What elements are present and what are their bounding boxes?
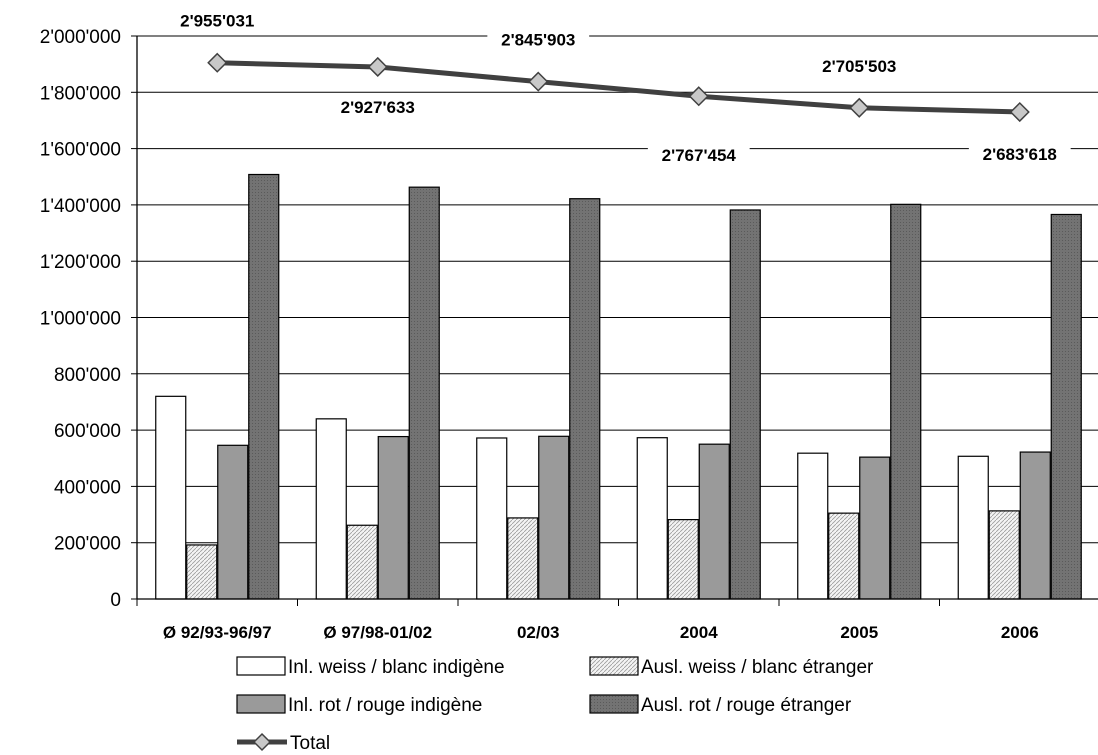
x-tick-label-5: 2006 <box>1001 623 1039 642</box>
data-label-0: 2'955'031 <box>180 12 254 31</box>
bar-s0-c4 <box>797 452 829 600</box>
data-label-bg-0 <box>166 10 269 33</box>
bar-s3-c5 <box>1050 213 1082 600</box>
bar-s3-c2 <box>569 198 601 600</box>
bar-s3-c1 <box>408 186 440 600</box>
axes <box>131 35 1098 606</box>
bar-s0-c1 <box>315 418 347 600</box>
bar-s0-c2 <box>476 437 508 600</box>
y-tick-label-7: 1'400'000 <box>40 196 121 217</box>
bar-s3-c4 <box>890 203 922 600</box>
total-line <box>207 52 1030 123</box>
bar-s2-c0 <box>217 444 249 600</box>
y-tick-label-3: 600'000 <box>54 421 121 442</box>
y-tick-label-9: 1'800'000 <box>40 83 121 104</box>
data-label-bg-5 <box>968 144 1071 167</box>
grid-lines <box>137 35 1098 544</box>
total-marker-0 <box>207 52 228 73</box>
x-tick-label-3: 2004 <box>680 623 718 642</box>
bar-s2-c3 <box>698 443 730 600</box>
bar-s1-c3 <box>667 519 699 600</box>
legend-swatch-3 <box>589 694 639 714</box>
x-tick-label-1: Ø 97/98-01/02 <box>323 623 432 642</box>
y-tick-label-8: 1'600'000 <box>40 140 121 161</box>
x-tick-label-2: 02/03 <box>517 623 560 642</box>
y-tick-label-2: 400'000 <box>54 477 121 498</box>
data-label-1: 2'927'633 <box>341 98 415 117</box>
bar-s0-c5 <box>957 455 989 600</box>
x-tick-labels: Ø 92/93-96/97 Ø 97/98-01/02 02/03 2004 2005 2… <box>163 623 1039 642</box>
bars <box>155 173 1082 600</box>
x-tick-label-0: Ø 92/93-96/97 <box>163 623 272 642</box>
data-label-bg-1 <box>326 96 429 119</box>
data-label-3: 2'767'454 <box>662 146 737 165</box>
legend-marker-total <box>252 732 272 752</box>
data-labels: 2'955'031 2'927'633 2'845'903 2'767'454 2'70… <box>166 10 1071 168</box>
data-label-5: 2'683'618 <box>983 145 1057 164</box>
total-marker-2 <box>528 71 549 92</box>
bar-s2-c4 <box>859 456 891 600</box>
legend-label-2: Inl. rot / rouge indigène <box>288 695 482 716</box>
y-tick-labels: 0 200'000 400'000 600'000 800'000 1'000'000 1'… <box>40 27 121 611</box>
bar-s2-c5 <box>1019 451 1051 600</box>
bar-s1-c0 <box>186 544 218 600</box>
bar-s1-c1 <box>346 524 378 600</box>
bar-s3-c3 <box>729 209 761 600</box>
legend-label-total: Total <box>290 733 330 754</box>
legend-label-1: Ausl. weiss / blanc étranger <box>641 657 874 678</box>
data-label-bg-2 <box>487 29 590 52</box>
legend-label-0: Inl. weiss / blanc indigène <box>288 657 505 678</box>
y-tick-label-6: 1'200'000 <box>40 252 121 273</box>
data-label-4: 2'705'503 <box>822 57 896 76</box>
total-marker-4 <box>849 97 870 118</box>
bar-s1-c5 <box>988 510 1020 600</box>
total-line-path <box>217 60 1020 115</box>
legend-label-3: Ausl. rot / rouge étranger <box>641 695 852 716</box>
bar-s2-c2 <box>538 435 570 600</box>
y-tick-label-4: 800'000 <box>54 365 121 386</box>
y-tick-label-10: 2'000'000 <box>40 27 121 48</box>
total-marker-5 <box>1009 101 1030 123</box>
legend: Inl. weiss / blanc indigène Ausl. weiss /… <box>236 656 874 754</box>
legend-swatch-2 <box>236 694 286 714</box>
legend-swatch-0 <box>236 656 286 676</box>
y-tick-label-0: 0 <box>110 590 121 611</box>
total-marker-1 <box>367 56 388 78</box>
y-tick-label-5: 1'000'000 <box>40 309 121 330</box>
total-marker-3 <box>688 86 709 107</box>
bar-s2-c1 <box>377 435 409 600</box>
bar-s3-c0 <box>248 173 280 600</box>
data-label-bg-3 <box>647 145 750 168</box>
legend-swatch-1 <box>589 656 639 676</box>
bar-s0-c0 <box>155 395 187 600</box>
y-tick-label-1: 200'000 <box>54 534 121 555</box>
bar-s1-c2 <box>507 517 539 600</box>
bar-s0-c3 <box>636 437 668 600</box>
x-tick-label-4: 2005 <box>840 623 878 642</box>
data-label-2: 2'845'903 <box>501 31 575 50</box>
bar-s1-c4 <box>828 512 860 600</box>
data-label-bg-4 <box>808 55 911 78</box>
